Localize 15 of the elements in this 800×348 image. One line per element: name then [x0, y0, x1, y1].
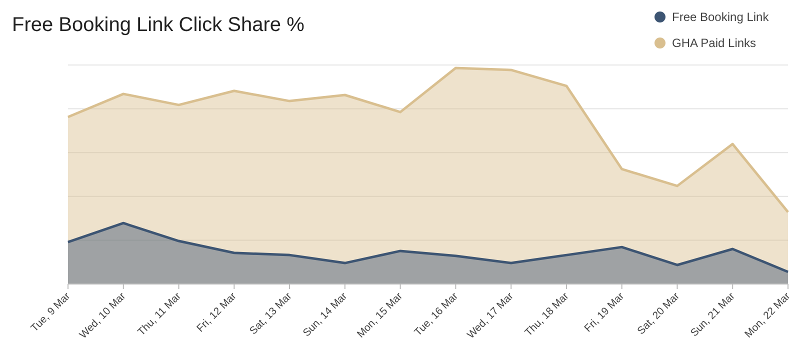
chart-title: Free Booking Link Click Share %: [12, 14, 305, 36]
x-tick-label: Fri, 12 Mar: [194, 290, 240, 335]
x-tick-label: Mon, 15 Mar: [354, 290, 406, 340]
x-tick-label: Sat, 13 Mar: [247, 290, 295, 338]
x-tick-label: Tue, 9 Mar: [28, 290, 74, 334]
x-tick-label: Thu, 18 Mar: [522, 290, 572, 339]
x-tick-label: Sun, 21 Mar: [688, 290, 738, 340]
x-tick-label: Thu, 11 Mar: [136, 290, 184, 338]
x-tick-label: Sat, 20 Mar: [635, 290, 682, 338]
legend-label: GHA Paid Links: [672, 36, 756, 50]
legend-label: Free Booking Link: [672, 10, 770, 24]
x-tick-label: Tue, 16 Mar: [412, 290, 461, 338]
x-tick-label: Mon, 22 Mar: [742, 290, 794, 340]
x-tick-label: Fri, 19 Mar: [582, 290, 627, 335]
x-tick-label: Sun, 14 Mar: [300, 290, 350, 340]
